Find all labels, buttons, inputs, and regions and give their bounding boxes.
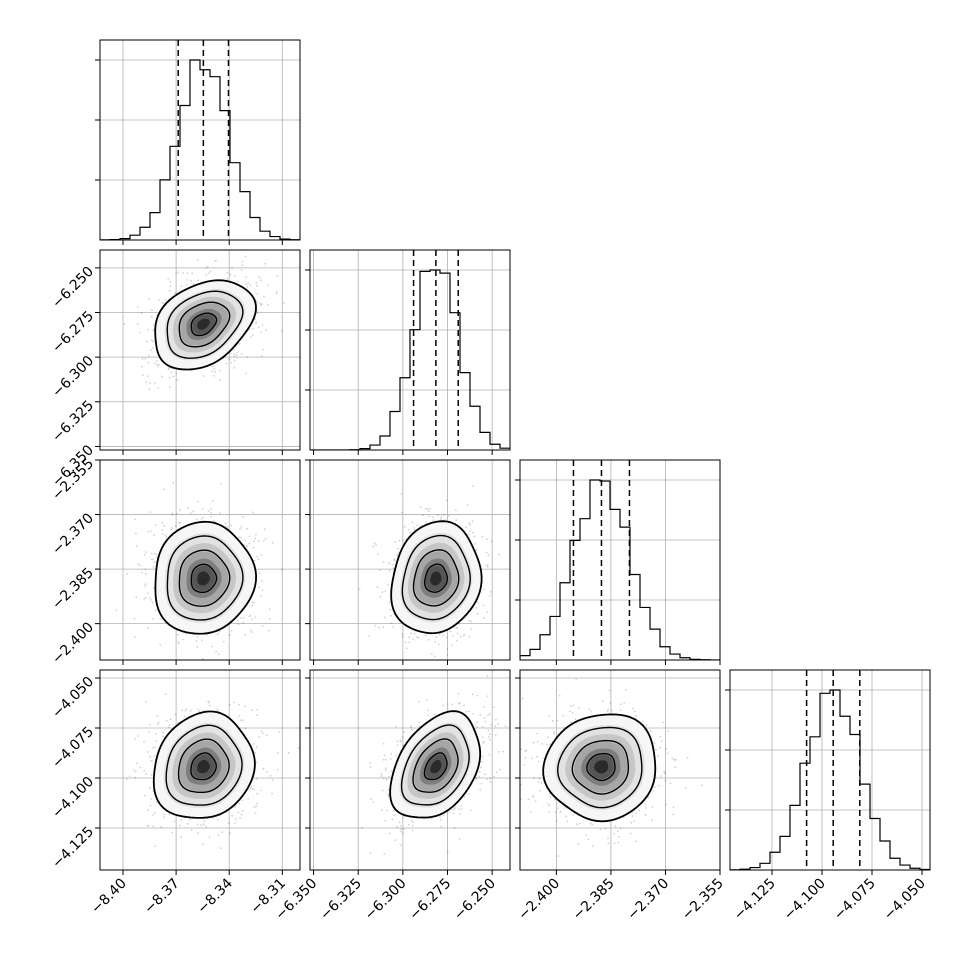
x-tick-label: −6.275 — [406, 876, 454, 924]
contour-line-2 — [177, 738, 230, 794]
y-tick-label: −2.370 — [49, 510, 97, 558]
panel-frame — [309, 459, 511, 661]
contour-line-4 — [152, 710, 256, 819]
panel-frame — [99, 459, 301, 661]
density-area — [115, 482, 283, 660]
contour-line-4 — [390, 520, 483, 635]
x-tick-label: −6.325 — [317, 876, 365, 924]
contour-line-3 — [400, 724, 470, 806]
panel-frame — [519, 669, 721, 871]
scatter-panel-2-1 — [95, 249, 301, 455]
histogram-panel-2 — [305, 249, 511, 455]
contour-line-2 — [412, 738, 459, 793]
histogram-step-4 — [730, 689, 930, 870]
sample-points — [358, 485, 500, 658]
scatter-panel-4-3 — [515, 669, 721, 875]
histogram-panel-4 — [725, 669, 931, 875]
x-tick-label: −4.050 — [881, 876, 929, 924]
sample-points — [125, 693, 300, 849]
x-tick-label: −4.125 — [731, 876, 779, 924]
histogram-step-2 — [310, 269, 510, 450]
histogram-panel-3 — [515, 459, 721, 665]
y-tick-label: −6.275 — [49, 308, 97, 356]
density-fill — [197, 759, 210, 774]
y-tick-label: −6.325 — [49, 398, 97, 446]
density-fill — [594, 760, 609, 774]
x-tick-label: −2.385 — [570, 876, 618, 924]
contour-line-4 — [389, 710, 482, 819]
y-tick-label: −6.250 — [49, 264, 97, 312]
contour-line-2 — [571, 739, 630, 795]
contour-line-1 — [190, 312, 218, 337]
density-fill — [197, 318, 210, 330]
density-area — [360, 674, 507, 855]
panel-frame — [99, 669, 301, 871]
contour-line-3 — [166, 290, 244, 359]
density-area — [358, 485, 500, 658]
scatter-panel-3-2 — [305, 459, 511, 665]
x-tick-label: −2.370 — [624, 876, 672, 924]
y-tick-label: −6.300 — [49, 353, 97, 401]
x-tick-label: −6.250 — [451, 876, 499, 924]
scatter-panel-4-1 — [95, 669, 301, 875]
contour-line-4 — [542, 713, 657, 823]
histogram-panel-1 — [95, 39, 301, 245]
panel-frame — [729, 669, 931, 871]
contour-line-3 — [165, 724, 243, 806]
panel-frame — [309, 249, 511, 451]
x-tick-label: −2.355 — [679, 876, 727, 924]
y-tick-label: −2.400 — [49, 619, 97, 667]
contour-line-1 — [190, 563, 218, 594]
panel-frame — [99, 39, 301, 241]
density-area — [125, 693, 300, 849]
panel-frame — [99, 249, 301, 451]
y-tick-label: −2.385 — [49, 565, 97, 613]
x-tick-label: −8.40 — [88, 876, 130, 918]
contour-line-1 — [423, 752, 448, 781]
x-tick-label: −8.37 — [141, 876, 183, 918]
density-fill — [430, 759, 442, 774]
scatter-panel-3-1 — [95, 459, 301, 665]
sample-points — [115, 482, 283, 660]
histogram-step-1 — [100, 59, 300, 240]
density-area — [123, 255, 285, 391]
contour-line-3 — [166, 535, 244, 621]
contour-line-4 — [154, 520, 258, 635]
y-tick-label: −4.075 — [49, 724, 97, 772]
density-fill — [197, 571, 210, 586]
panel-frame — [309, 669, 511, 871]
y-tick-label: −4.050 — [49, 674, 97, 722]
contour-line-2 — [178, 301, 231, 348]
density-fill — [430, 571, 442, 586]
sample-points — [360, 674, 507, 855]
scatter-panel-4-2 — [305, 669, 511, 875]
contour-line-3 — [401, 534, 471, 621]
x-tick-label: −4.100 — [781, 876, 829, 924]
x-tick-label: −4.075 — [831, 876, 879, 924]
x-tick-label: −6.300 — [362, 876, 410, 924]
y-tick-label: −4.100 — [49, 774, 97, 822]
contour-line-4 — [154, 279, 257, 371]
contour-line-1 — [424, 563, 449, 593]
panel-frame — [519, 459, 721, 661]
contour-line-1 — [190, 752, 217, 781]
contour-line-3 — [557, 726, 643, 809]
contour-line-1 — [586, 753, 616, 782]
x-tick-label: −2.400 — [515, 876, 563, 924]
contour-line-2 — [178, 549, 231, 607]
contour-line-2 — [412, 549, 460, 607]
density-area — [520, 678, 703, 857]
x-tick-label: −8.34 — [194, 875, 236, 917]
y-tick-label: −4.125 — [49, 824, 97, 872]
histogram-step-3 — [520, 479, 720, 660]
